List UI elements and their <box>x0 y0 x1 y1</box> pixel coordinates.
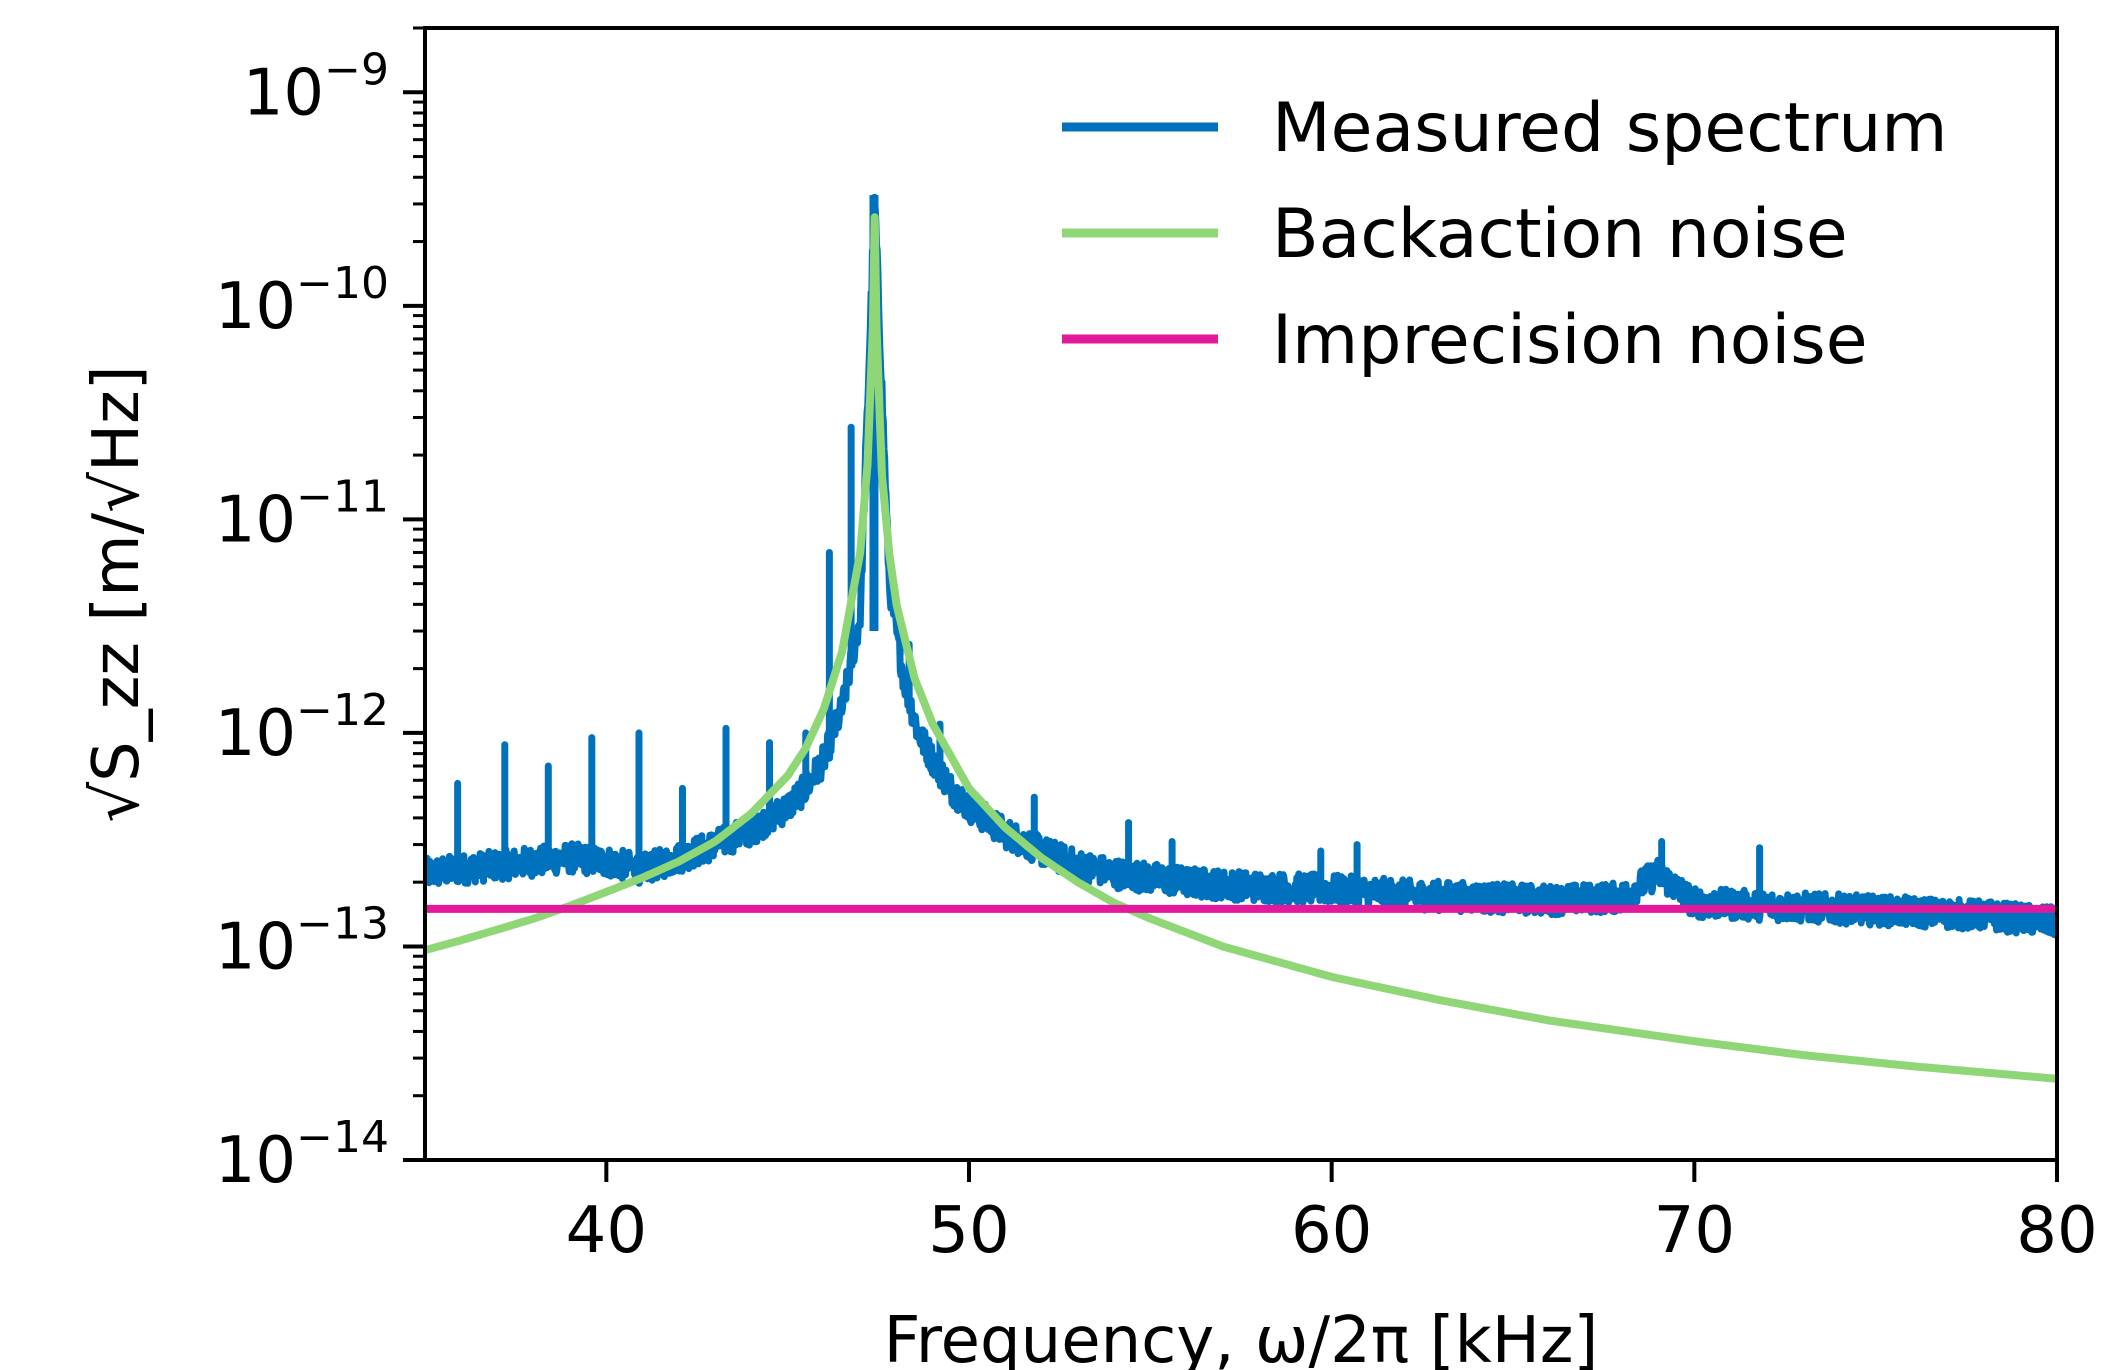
series-line-backaction-noise <box>425 213 2057 1083</box>
x-tick-label: 70 <box>1654 1194 1735 1268</box>
x-tick-label: 60 <box>1291 1194 1372 1268</box>
y-tick-label: 10−9 <box>243 44 389 130</box>
y-axis: 10−14 10−13 10−12 10−11 10−10 10−9 <box>215 26 425 1198</box>
legend-label: Backaction noise <box>1272 195 1848 274</box>
y-tick-label: 10−14 <box>215 1112 389 1198</box>
y-tick-label: 10−10 <box>215 258 389 344</box>
legend-label: Measured spectrum <box>1272 89 1948 168</box>
series-layer <box>425 193 2057 1083</box>
x-axis: 40 50 60 70 80 <box>566 1160 2098 1268</box>
plot-frame <box>423 26 2059 1162</box>
x-tick-label: 50 <box>928 1194 1009 1268</box>
y-axis-label-text: √S_zz [m/√Hz] <box>80 365 154 822</box>
y-tick-label: 10−11 <box>215 471 389 557</box>
x-axis-label: Frequency, ω/2π [kHz] <box>884 1304 1599 1370</box>
y-tick-label: 10−13 <box>215 898 389 984</box>
y-tick-label: 10−12 <box>215 685 389 771</box>
legend: Measured spectrum Backaction noise Impreci… <box>1062 89 1948 380</box>
legend-label: Imprecision noise <box>1272 301 1868 380</box>
y-axis-label: √S_zz [m/√Hz] <box>80 365 154 822</box>
x-tick-label: 80 <box>2016 1194 2097 1268</box>
x-tick-label: 40 <box>566 1194 647 1268</box>
